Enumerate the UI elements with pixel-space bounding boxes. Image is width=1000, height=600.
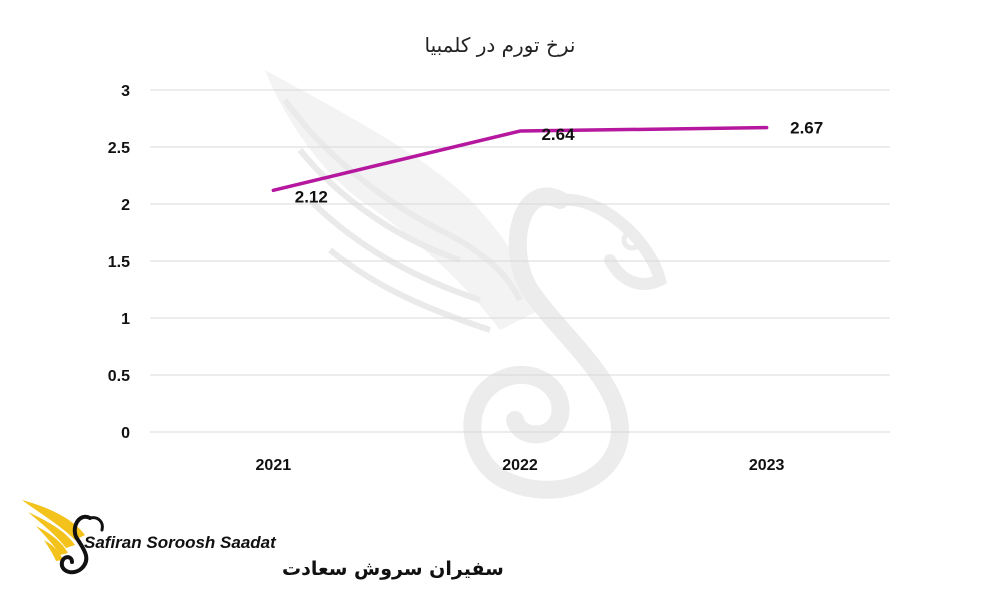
- logo-name-fa: سفیران سروش سعادت: [282, 558, 504, 580]
- x-tick-label: 2021: [256, 457, 292, 474]
- logo-name-en: Safiran Soroosh Saadat: [84, 533, 277, 552]
- x-tick-label: 2023: [749, 457, 785, 474]
- brand-logo: Safiran Soroosh Saadat سفیران سروش سعادت: [22, 500, 504, 580]
- y-axis-ticks: 0 0.5 1 1.5 2 2.5 3: [108, 83, 130, 442]
- y-tick-label: 2: [121, 197, 130, 214]
- y-tick-label: 0: [121, 425, 130, 442]
- y-tick-label: 1.5: [108, 254, 130, 271]
- x-tick-label: 2022: [502, 457, 538, 474]
- y-tick-label: 3: [121, 83, 130, 100]
- x-axis-ticks: 2021 2022 2023: [256, 457, 785, 474]
- data-label: 2.67: [790, 119, 823, 138]
- bird-wing-watermark-icon: [265, 70, 667, 499]
- gridlines: [150, 89, 890, 433]
- data-label: 2.12: [295, 187, 328, 206]
- y-tick-label: 2.5: [108, 140, 130, 157]
- y-tick-label: 0.5: [108, 368, 130, 385]
- y-tick-label: 1: [121, 311, 130, 328]
- data-labels: 2.12 2.64 2.67: [295, 119, 823, 207]
- data-label: 2.64: [541, 125, 575, 144]
- series-layer: [271, 125, 769, 193]
- chart-title: نرخ تورم در کلمبیا: [425, 33, 576, 57]
- bird-wing-icon: [22, 500, 104, 575]
